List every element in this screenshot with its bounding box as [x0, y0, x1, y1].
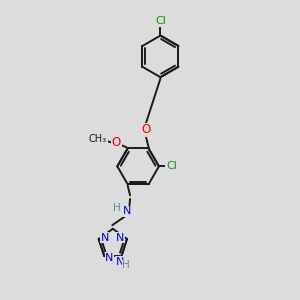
Text: N: N [116, 256, 124, 267]
Text: Cl: Cl [166, 161, 177, 171]
Text: N: N [105, 253, 114, 263]
Text: N: N [100, 232, 109, 242]
Text: O: O [141, 123, 150, 136]
Text: CH₃: CH₃ [89, 134, 107, 144]
Text: N: N [116, 232, 124, 242]
Text: N: N [123, 206, 131, 216]
Text: H: H [122, 260, 130, 270]
Text: H: H [113, 203, 121, 213]
Text: O: O [112, 136, 121, 149]
Text: Cl: Cl [155, 16, 166, 26]
